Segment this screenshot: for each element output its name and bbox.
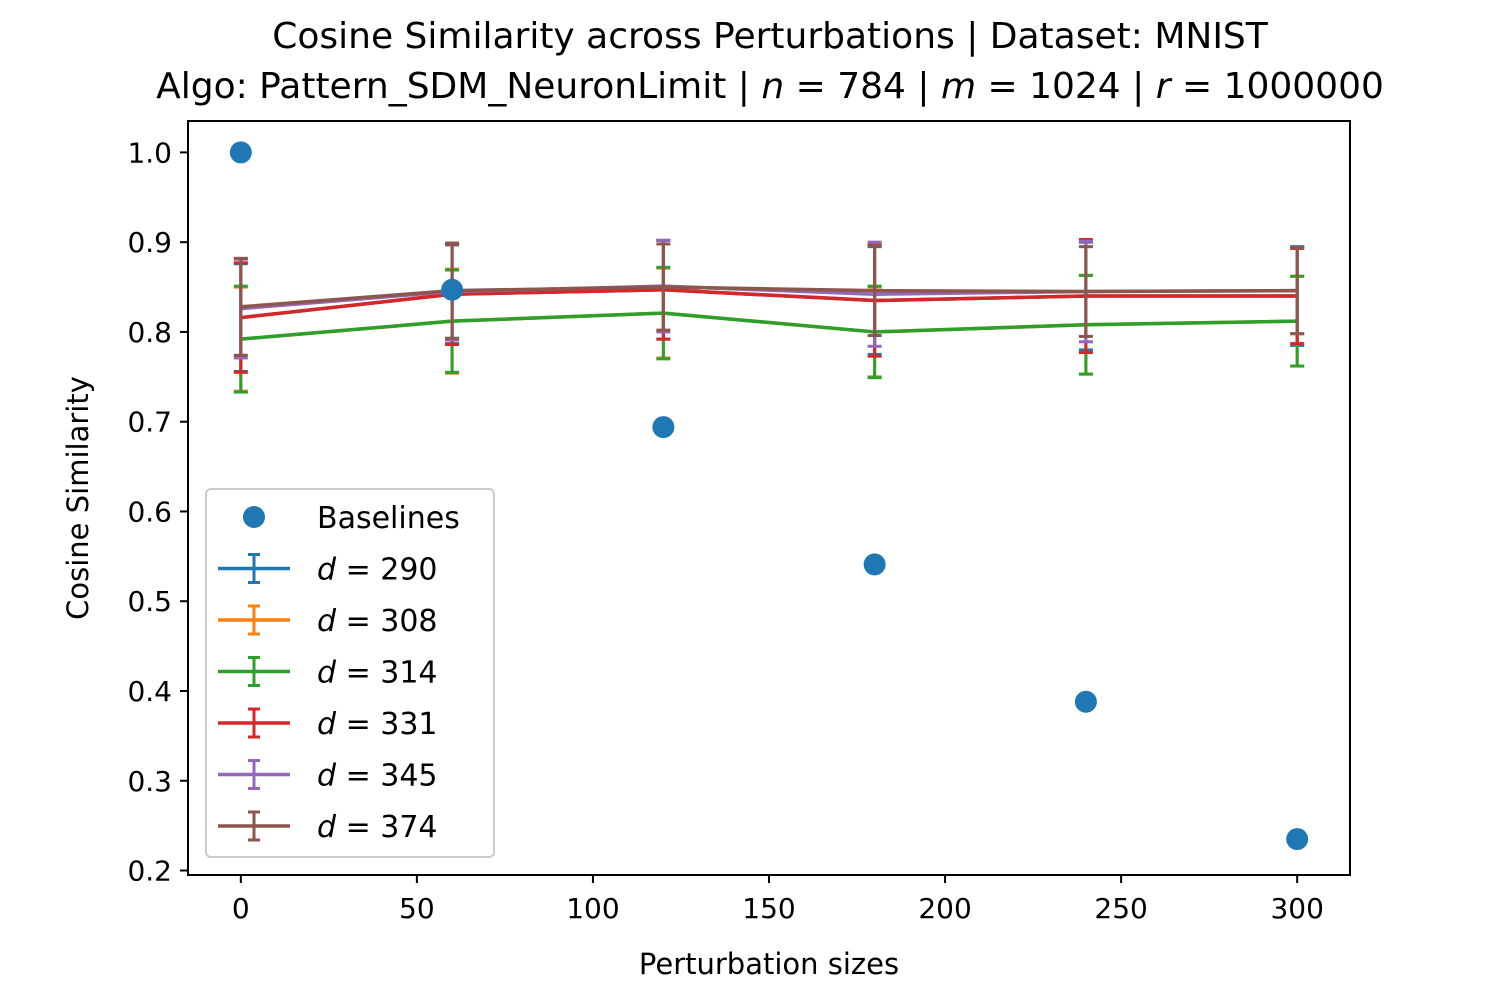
y-tick-label: 0.5 bbox=[127, 585, 172, 618]
x-tick-label: 200 bbox=[918, 892, 971, 925]
y-tick-label: 1.0 bbox=[127, 136, 172, 169]
legend-label: d = 374 bbox=[317, 810, 438, 845]
legend: Baselines d = 290 d = 308 d = 314 d = 331 d =… bbox=[205, 488, 495, 858]
y-tick-label: 0.4 bbox=[127, 675, 172, 708]
plot-area bbox=[229, 141, 1309, 851]
series-line bbox=[240, 288, 1298, 320]
baseline-point bbox=[652, 416, 675, 439]
x-axis: 0 50 100 150 200 250 300 bbox=[232, 875, 1324, 925]
baseline-point bbox=[229, 141, 252, 164]
y-tick-label: 0.6 bbox=[127, 495, 172, 528]
y-tick-label: 0.3 bbox=[127, 765, 172, 798]
legend-marker-baselines bbox=[243, 506, 265, 528]
baselines-series bbox=[229, 141, 1309, 851]
x-axis-label: Perturbation sizes bbox=[639, 947, 899, 981]
baseline-point bbox=[1074, 690, 1097, 713]
x-tick-label: 0 bbox=[232, 892, 250, 925]
legend-label: d = 314 bbox=[317, 656, 438, 691]
series-line bbox=[240, 311, 1298, 341]
legend-label: d = 290 bbox=[317, 553, 438, 588]
y-axis: 0.2 0.3 0.4 0.5 0.6 0.7 0.8 0.9 1.0 bbox=[127, 136, 188, 888]
baseline-point bbox=[863, 553, 886, 576]
legend-label: d = 331 bbox=[317, 707, 438, 742]
x-tick-label: 100 bbox=[566, 892, 619, 925]
chart-title: Cosine Similarity across Perturbations |… bbox=[272, 16, 1268, 57]
legend-box bbox=[205, 488, 495, 858]
baseline-point bbox=[441, 278, 464, 301]
series-d-308 bbox=[233, 266, 1305, 393]
legend-label: d = 308 bbox=[317, 604, 438, 639]
y-tick-label: 0.2 bbox=[127, 855, 172, 888]
legend-label-baselines: Baselines bbox=[317, 501, 460, 536]
series-d-331 bbox=[233, 237, 1305, 374]
x-tick-label: 150 bbox=[742, 892, 795, 925]
legend-label: d = 345 bbox=[317, 759, 438, 794]
chart-subtitle: Algo: Pattern_SDM_NeuronLimit | n = 784 … bbox=[156, 66, 1384, 107]
baseline-point bbox=[1286, 828, 1309, 851]
series-line bbox=[240, 285, 1298, 309]
y-tick-label: 0.8 bbox=[127, 316, 172, 349]
series-d-374 bbox=[233, 241, 1305, 357]
x-tick-label: 300 bbox=[1270, 892, 1323, 925]
y-tick-label: 0.9 bbox=[127, 226, 172, 259]
series-d-290 bbox=[233, 238, 1305, 373]
x-tick-label: 250 bbox=[1094, 892, 1147, 925]
series-d-314 bbox=[233, 265, 1305, 394]
y-tick-label: 0.7 bbox=[127, 406, 172, 439]
x-tick-label: 50 bbox=[399, 892, 435, 925]
y-axis-label: Cosine Similarity bbox=[61, 376, 95, 620]
